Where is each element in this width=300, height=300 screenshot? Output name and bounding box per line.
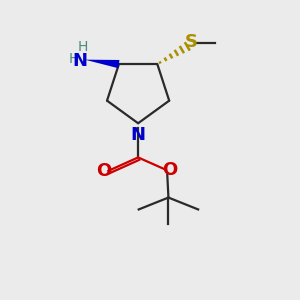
Text: O: O xyxy=(96,162,111,180)
Text: O: O xyxy=(162,161,177,179)
Text: N: N xyxy=(73,52,88,70)
Polygon shape xyxy=(85,60,119,68)
Text: N: N xyxy=(130,126,146,144)
Text: H: H xyxy=(69,52,79,66)
Text: S: S xyxy=(184,33,197,51)
Text: H: H xyxy=(78,40,88,55)
